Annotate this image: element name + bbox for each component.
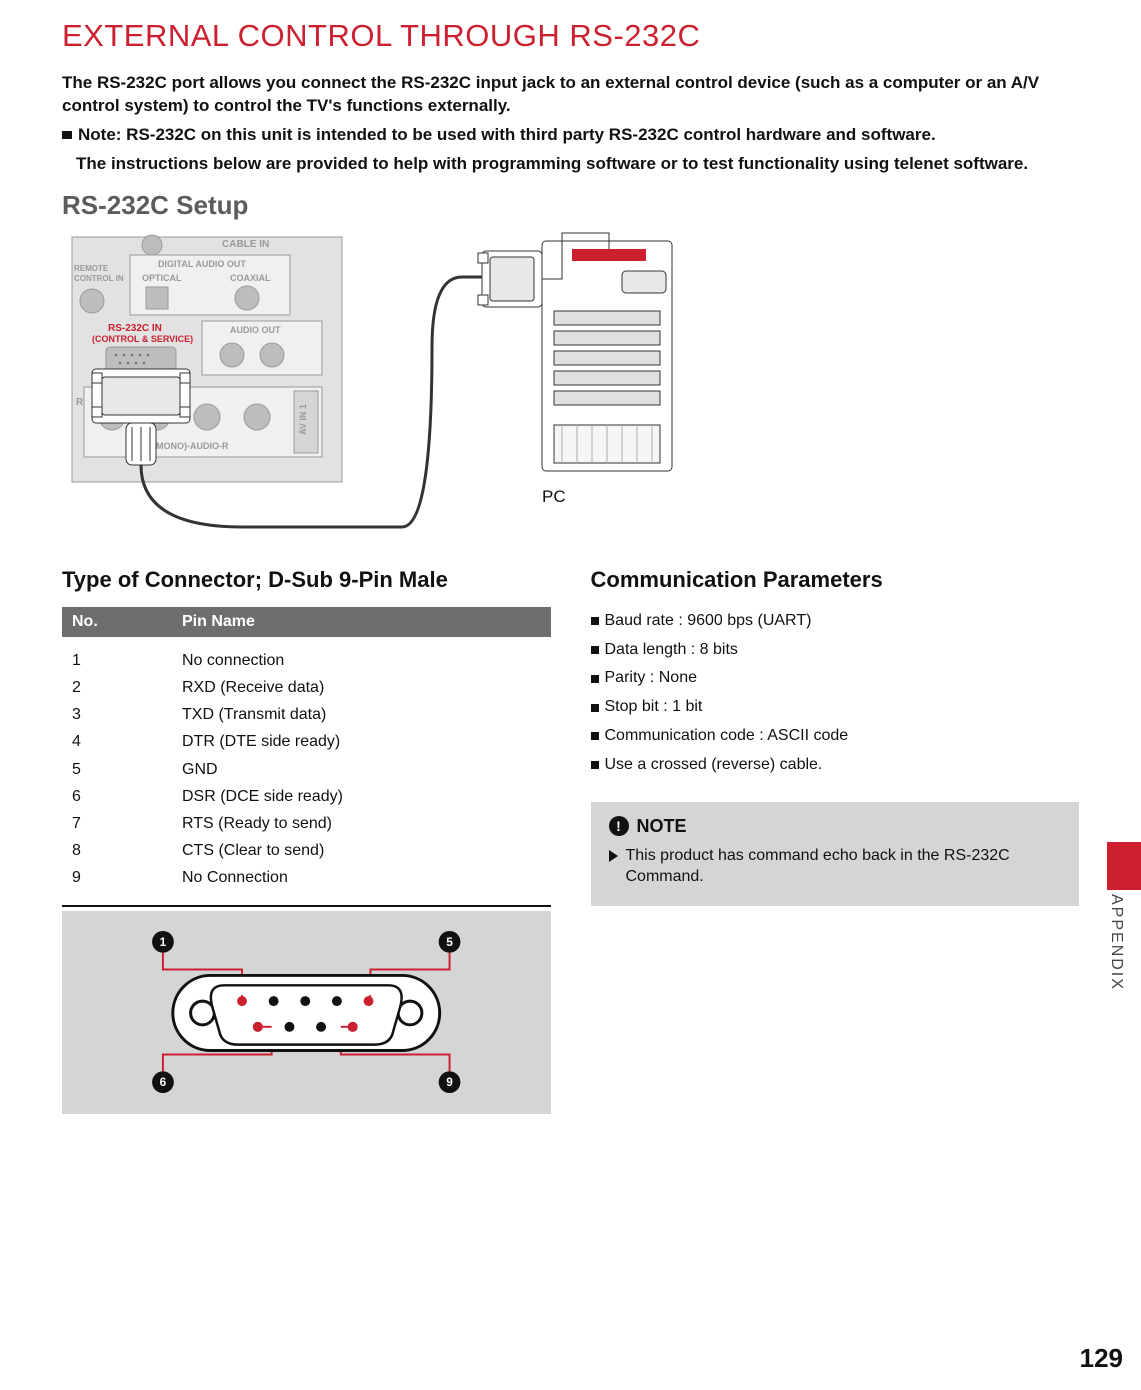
square-bullet-icon (62, 131, 72, 139)
intro-paragraph-2: The instructions below are provided to h… (62, 153, 1079, 176)
svg-text:OPTICAL: OPTICAL (142, 273, 182, 283)
rs232c-setup-svg: CABLE IN DIGITAL AUDIO OUT OPTICAL COAXI… (62, 227, 882, 547)
square-bullet-icon (591, 732, 599, 740)
list-item: Data length : 8 bits (591, 636, 1080, 665)
list-item: Parity : None (591, 664, 1080, 693)
params-heading: Communication Parameters (591, 567, 1080, 593)
col-name-header: Pin Name (182, 613, 255, 631)
intro-note: Note: RS-232C on this unit is intended t… (78, 124, 936, 147)
svg-text:AUDIO OUT: AUDIO OUT (230, 325, 281, 335)
square-bullet-icon (591, 704, 599, 712)
tab-accent (1107, 842, 1141, 890)
connector-column: Type of Connector; D-Sub 9-Pin Male No. … (62, 567, 551, 1115)
table-row: 8CTS (Clear to send) (72, 837, 541, 864)
setup-diagram: CABLE IN DIGITAL AUDIO OUT OPTICAL COAXI… (62, 227, 1079, 547)
svg-text:1: 1 (160, 935, 167, 949)
svg-text:5: 5 (446, 935, 453, 949)
svg-text:(CONTROL & SERVICE): (CONTROL & SERVICE) (92, 334, 193, 344)
intro-block: The RS-232C port allows you connect the … (62, 72, 1079, 176)
table-row: 1No connection (72, 647, 541, 674)
svg-text:RS-232C IN: RS-232C IN (108, 323, 162, 334)
exclamation-icon: ! (609, 816, 629, 836)
table-row: 5GND (72, 756, 541, 783)
connector-diagram: 1 5 6 9 (62, 911, 551, 1114)
svg-text:REMOTE: REMOTE (74, 264, 109, 273)
svg-text:DIGITAL AUDIO OUT: DIGITAL AUDIO OUT (158, 259, 246, 269)
svg-text:CABLE IN: CABLE IN (222, 239, 269, 250)
connector-heading: Type of Connector; D-Sub 9-Pin Male (62, 567, 551, 593)
list-item: Baud rate : 9600 bps (UART) (591, 607, 1080, 636)
square-bullet-icon (591, 617, 599, 625)
params-list: Baud rate : 9600 bps (UART) Data length … (591, 607, 1080, 780)
pin-table-header: No. Pin Name (62, 607, 551, 637)
table-separator (62, 905, 551, 907)
table-row: 2RXD (Receive data) (72, 674, 541, 701)
intro-paragraph-1: The RS-232C port allows you connect the … (62, 72, 1079, 118)
note-box: ! NOTE This product has command echo bac… (591, 802, 1080, 906)
square-bullet-icon (591, 675, 599, 683)
note-text: This product has command echo back in th… (626, 845, 1062, 888)
list-item: Communication code : ASCII code (591, 722, 1080, 751)
svg-text:CONTROL IN: CONTROL IN (74, 274, 124, 283)
table-row: 3TXD (Transmit data) (72, 701, 541, 728)
page-title: EXTERNAL CONTROL THROUGH RS-232C (62, 18, 1079, 54)
col-no-header: No. (72, 613, 182, 631)
svg-text:R: R (76, 397, 84, 408)
list-item: Use a crossed (reverse) cable. (591, 751, 1080, 780)
square-bullet-icon (591, 761, 599, 769)
note-title: NOTE (637, 816, 687, 837)
list-item: Stop bit : 1 bit (591, 693, 1080, 722)
pin-table: No. Pin Name 1No connection 2RXD (Receiv… (62, 607, 551, 908)
appendix-label: APPENDIX (1107, 890, 1125, 991)
table-row: 6DSR (DCE side ready) (72, 783, 541, 810)
svg-text:6: 6 (160, 1076, 167, 1090)
svg-text:COAXIAL: COAXIAL (230, 273, 271, 283)
page-number: 129 (1080, 1343, 1123, 1374)
table-row: 7RTS (Ready to send) (72, 810, 541, 837)
svg-text:9: 9 (446, 1076, 453, 1090)
svg-text:AV IN 1: AV IN 1 (298, 404, 308, 435)
setup-heading: RS-232C Setup (62, 190, 1079, 221)
table-row: 9No Connection (72, 864, 541, 891)
triangle-bullet-icon (609, 850, 618, 862)
dsub9-svg: 1 5 6 9 (74, 927, 539, 1097)
params-column: Communication Parameters Baud rate : 960… (591, 567, 1080, 1115)
pc-label: PC (542, 487, 566, 507)
appendix-tab: APPENDIX (1107, 890, 1141, 1080)
table-row: 4DTR (DTE side ready) (72, 728, 541, 755)
square-bullet-icon (591, 646, 599, 654)
